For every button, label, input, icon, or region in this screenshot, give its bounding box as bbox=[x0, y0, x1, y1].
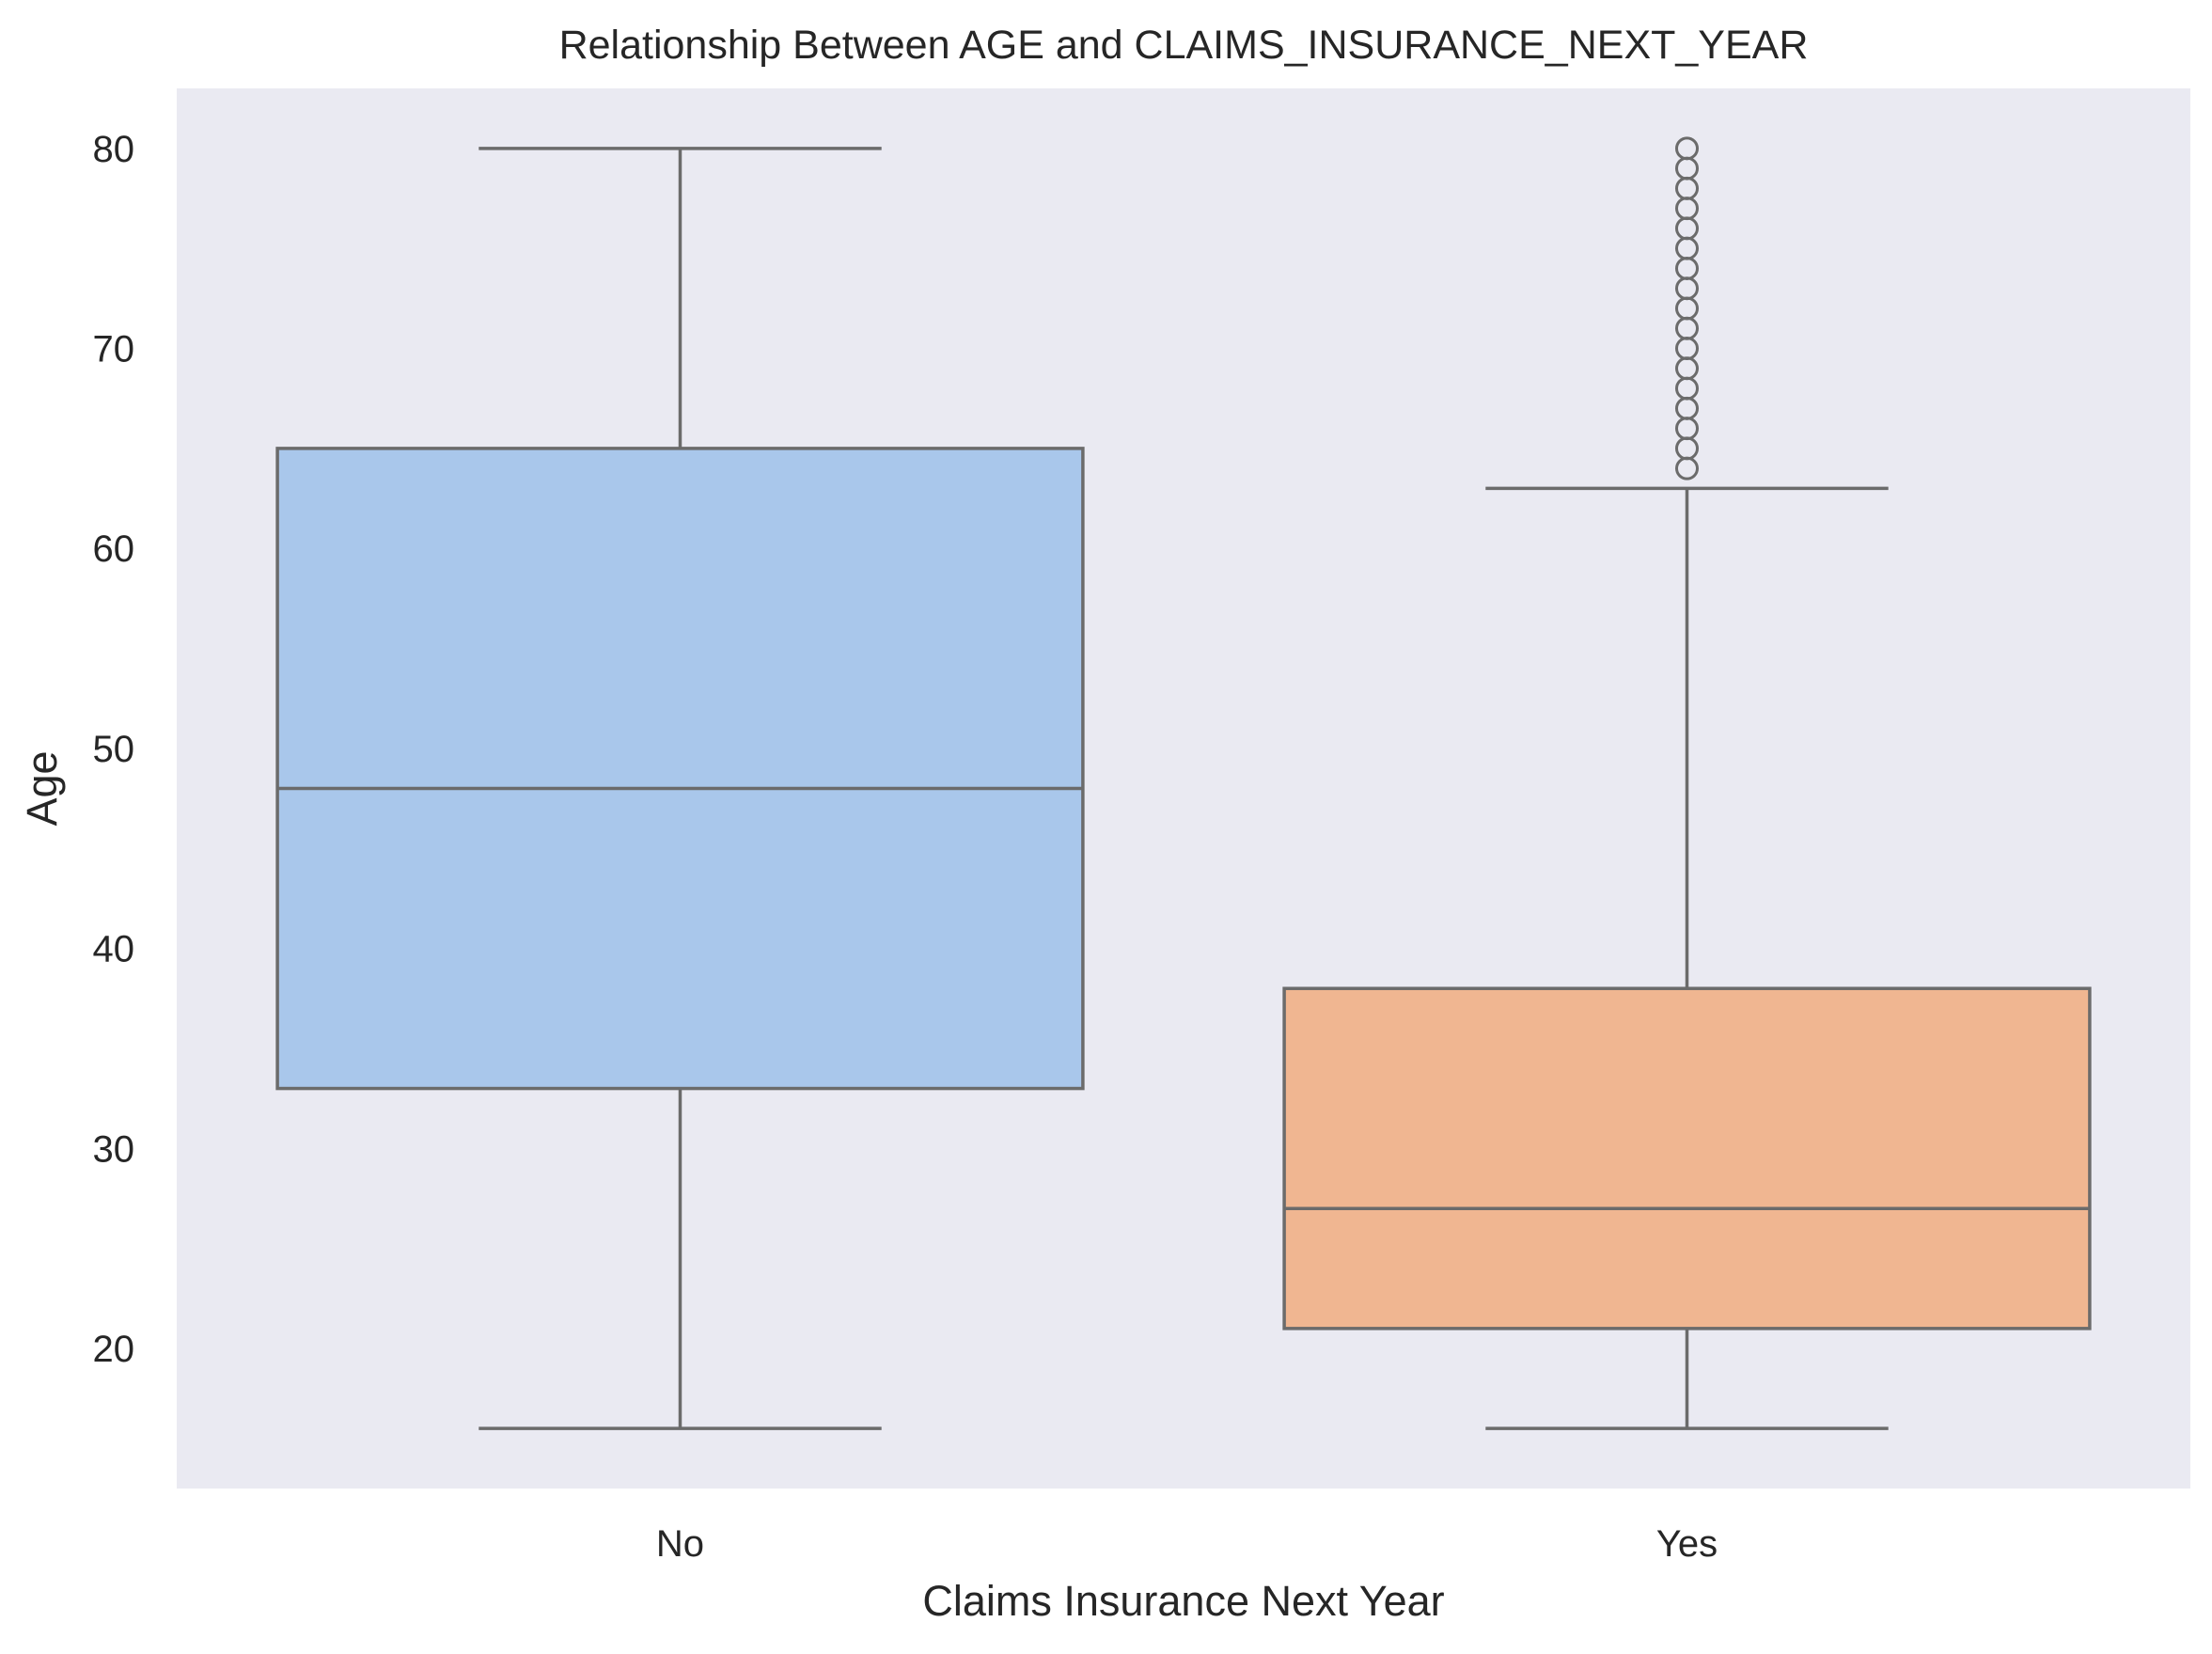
box-group bbox=[275, 147, 1085, 1430]
boxes-layer bbox=[275, 136, 2092, 1430]
y-tick-label: 20 bbox=[93, 1329, 135, 1370]
y-axis-ticks: 20 30 40 50 60 70 80 bbox=[93, 129, 135, 1370]
y-tick-label: 70 bbox=[93, 329, 135, 370]
x-axis-label: Claims Insurance Next Year bbox=[922, 1577, 1444, 1625]
iqr-box bbox=[275, 447, 1085, 1091]
y-tick-label: 60 bbox=[93, 528, 135, 570]
chart-title: Relationship Between AGE and CLAIMS_INSU… bbox=[559, 23, 1809, 68]
y-tick-label: 50 bbox=[93, 729, 135, 770]
iqr-box bbox=[1282, 986, 2092, 1331]
x-tick-label: No bbox=[656, 1523, 704, 1565]
box-group bbox=[1282, 136, 2092, 1430]
y-tick-label: 30 bbox=[93, 1128, 135, 1170]
y-tick-label: 40 bbox=[93, 929, 135, 970]
outlier-point bbox=[1675, 136, 1699, 161]
x-tick-label: Yes bbox=[1656, 1523, 1718, 1565]
y-tick-label: 80 bbox=[93, 129, 135, 170]
x-axis-ticks: No Yes bbox=[656, 1523, 1718, 1565]
y-axis-label: Age bbox=[18, 750, 66, 826]
